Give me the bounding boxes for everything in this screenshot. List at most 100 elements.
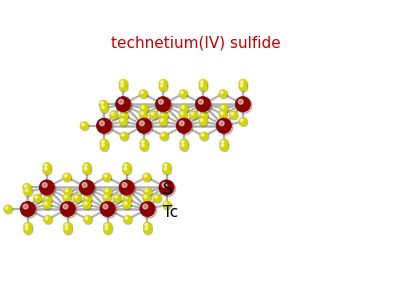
Circle shape: [104, 174, 107, 177]
Circle shape: [180, 143, 189, 152]
Circle shape: [64, 188, 72, 196]
Circle shape: [119, 79, 127, 88]
Circle shape: [182, 144, 184, 146]
Circle shape: [122, 201, 131, 209]
Circle shape: [179, 121, 184, 126]
Circle shape: [84, 216, 93, 224]
Text: technetium(IV) sulfide: technetium(IV) sulfide: [111, 35, 281, 50]
Circle shape: [44, 195, 53, 204]
Circle shape: [120, 83, 128, 92]
Circle shape: [180, 112, 183, 115]
Circle shape: [103, 174, 112, 182]
Circle shape: [74, 195, 82, 203]
Circle shape: [163, 202, 172, 210]
Circle shape: [64, 226, 73, 235]
Circle shape: [160, 111, 168, 119]
Circle shape: [44, 216, 53, 224]
Circle shape: [178, 120, 193, 135]
Circle shape: [121, 133, 129, 141]
Circle shape: [199, 117, 207, 126]
Circle shape: [119, 83, 127, 91]
Circle shape: [159, 180, 174, 195]
Circle shape: [4, 205, 12, 213]
Circle shape: [161, 133, 169, 141]
Circle shape: [200, 111, 208, 119]
Circle shape: [124, 195, 132, 204]
Circle shape: [162, 134, 164, 136]
Circle shape: [220, 91, 228, 99]
Circle shape: [116, 97, 131, 112]
Circle shape: [101, 105, 109, 113]
Circle shape: [160, 119, 163, 122]
Circle shape: [141, 143, 149, 152]
Circle shape: [163, 163, 172, 172]
Circle shape: [120, 182, 136, 196]
Circle shape: [119, 99, 124, 104]
Circle shape: [104, 223, 112, 231]
Circle shape: [105, 224, 108, 226]
Circle shape: [139, 90, 147, 98]
Circle shape: [84, 215, 92, 224]
Circle shape: [45, 217, 48, 219]
Circle shape: [160, 132, 168, 140]
Circle shape: [64, 188, 73, 196]
Circle shape: [154, 195, 162, 203]
Circle shape: [201, 112, 204, 115]
Circle shape: [195, 97, 211, 112]
Circle shape: [24, 188, 32, 196]
Circle shape: [200, 112, 209, 120]
Circle shape: [85, 217, 88, 219]
Circle shape: [122, 134, 124, 136]
Circle shape: [104, 188, 112, 196]
Circle shape: [240, 119, 243, 122]
Circle shape: [122, 166, 131, 174]
Circle shape: [190, 112, 198, 120]
Circle shape: [220, 143, 229, 152]
Circle shape: [149, 111, 158, 119]
Circle shape: [24, 226, 32, 234]
Circle shape: [140, 139, 148, 147]
Circle shape: [64, 195, 67, 198]
Circle shape: [239, 79, 247, 88]
Circle shape: [98, 120, 113, 135]
Circle shape: [101, 140, 109, 148]
Circle shape: [33, 194, 42, 202]
Circle shape: [143, 188, 152, 196]
Circle shape: [24, 188, 33, 196]
Circle shape: [144, 226, 152, 235]
Circle shape: [179, 90, 187, 98]
Circle shape: [119, 180, 134, 195]
Circle shape: [84, 167, 92, 175]
Circle shape: [219, 90, 227, 98]
Circle shape: [64, 223, 73, 231]
Circle shape: [35, 196, 38, 198]
Circle shape: [102, 140, 104, 143]
Circle shape: [200, 133, 209, 141]
Circle shape: [101, 143, 109, 152]
Circle shape: [141, 203, 157, 218]
Circle shape: [120, 132, 128, 140]
Circle shape: [191, 112, 194, 115]
Circle shape: [39, 180, 54, 195]
Circle shape: [24, 185, 27, 188]
Circle shape: [140, 104, 148, 112]
Circle shape: [100, 142, 108, 151]
Circle shape: [162, 112, 164, 115]
Circle shape: [24, 223, 33, 231]
Circle shape: [43, 163, 51, 171]
Circle shape: [20, 201, 35, 217]
Circle shape: [141, 91, 143, 94]
Circle shape: [143, 222, 152, 230]
Circle shape: [240, 80, 248, 88]
Circle shape: [82, 163, 91, 171]
Circle shape: [43, 166, 51, 174]
Circle shape: [182, 106, 184, 108]
Circle shape: [45, 196, 48, 199]
Circle shape: [162, 201, 171, 209]
Circle shape: [176, 118, 192, 133]
Circle shape: [180, 91, 183, 94]
Circle shape: [158, 99, 163, 104]
Circle shape: [44, 163, 52, 172]
Circle shape: [239, 117, 247, 126]
Circle shape: [42, 183, 47, 188]
